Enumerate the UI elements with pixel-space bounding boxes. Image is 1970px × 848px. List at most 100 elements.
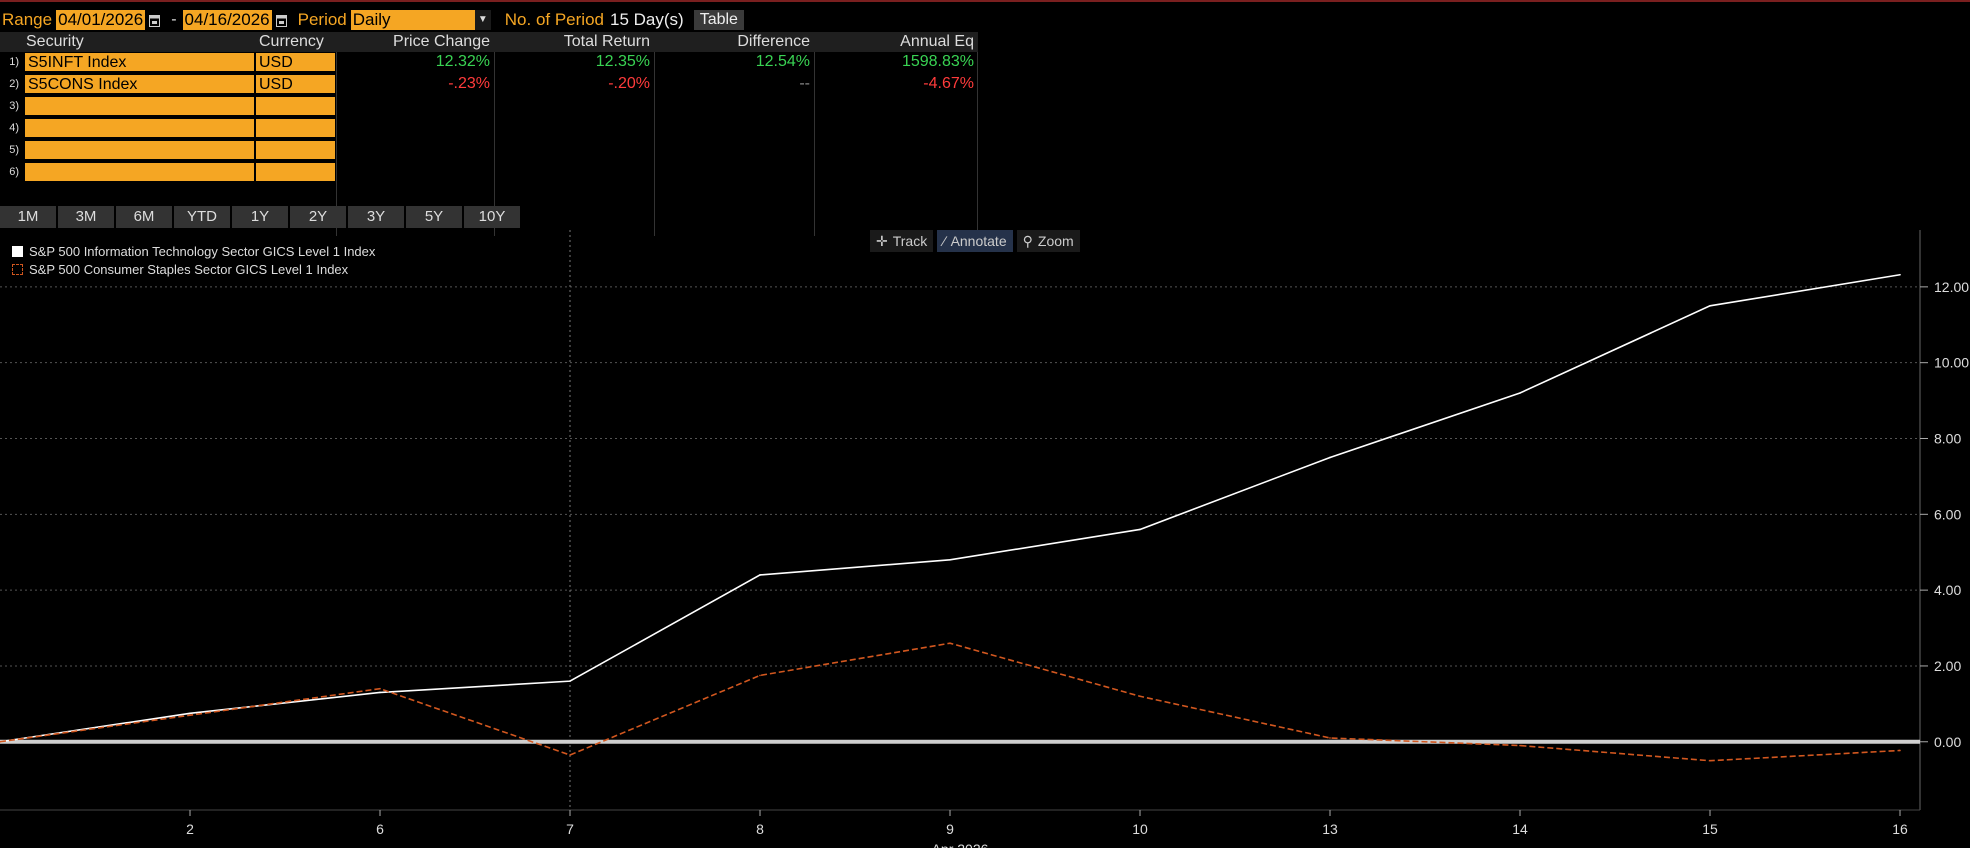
x-axis-label: Apr 2026 <box>932 841 989 848</box>
difference-cell <box>654 162 814 182</box>
price-change-cell <box>336 162 494 182</box>
y-tick-label: 0.00 <box>1934 734 1961 750</box>
column-divider <box>336 52 337 236</box>
currency-cell[interactable] <box>255 96 336 116</box>
total-return-cell: 12.35% <box>595 53 650 70</box>
end-date-field[interactable]: 04/16/2026 <box>182 10 272 30</box>
security-cell[interactable] <box>24 140 255 160</box>
currency-cell[interactable]: USD <box>255 52 336 72</box>
header-currency: Currency <box>255 32 336 52</box>
currency-cell[interactable] <box>255 118 336 138</box>
x-tick-label: 13 <box>1322 821 1338 837</box>
data-point-series-2 <box>1709 759 1711 762</box>
period-button-2y[interactable]: 2Y <box>290 206 346 228</box>
period-button-3m[interactable]: 3M <box>58 206 114 228</box>
period-buttons: 1M 3M 6M YTD 1Y 2Y 3Y 5Y 10Y <box>0 206 520 228</box>
calendar-icon[interactable] <box>149 14 161 27</box>
legend-label: S&P 500 Information Technology Sector GI… <box>29 243 376 259</box>
track-button[interactable]: ✛ Track <box>870 230 934 252</box>
period-button-5y[interactable]: 5Y <box>406 206 462 228</box>
annual-eq-cell: 1598.83% <box>901 53 974 70</box>
start-date-field[interactable]: 04/01/2026 <box>56 10 146 30</box>
security-cell[interactable] <box>24 118 255 138</box>
series-line-1 <box>0 273 1901 743</box>
x-tick-label: 2 <box>186 821 194 837</box>
column-divider <box>654 52 655 236</box>
y-tick-label: 4.00 <box>1934 582 1961 598</box>
row-number: 1) <box>9 56 19 68</box>
difference-cell: 12.54% <box>755 53 810 70</box>
header-annual-eq: Annual Eq <box>814 32 978 52</box>
y-tick-label: 12.00 <box>1934 279 1969 295</box>
calendar-icon[interactable] <box>275 14 287 27</box>
data-point-series-2 <box>379 687 381 690</box>
total-return-cell <box>494 162 654 182</box>
period-label: Period <box>297 10 347 29</box>
y-tick-label: 10.00 <box>1934 355 1969 371</box>
table-button[interactable]: Table <box>693 10 744 30</box>
annotate-button[interactable]: ∕ Annotate <box>937 230 1013 252</box>
period-button-10y[interactable]: 10Y <box>464 206 520 228</box>
x-tick-label: 8 <box>756 821 764 837</box>
period-button-6m[interactable]: 6M <box>116 206 172 228</box>
header-difference: Difference <box>654 32 814 52</box>
x-tick-label: 10 <box>1132 821 1148 837</box>
legend-label: S&P 500 Consumer Staples Sector GICS Lev… <box>29 261 349 277</box>
row-number: 5) <box>9 144 19 156</box>
legend-item-series2[interactable]: S&P 500 Consumer Staples Sector GICS Lev… <box>12 260 375 278</box>
data-point-series-1 <box>1709 305 1711 307</box>
data-point-series-2 <box>569 754 571 756</box>
chart-area: 0.00 2.00 4.00 6.00 8.00 10.00 12.00 2 6 7 8 9 10 13 1… <box>0 230 1970 848</box>
period-select[interactable]: Daily <box>350 10 475 30</box>
period-button-3y[interactable]: 3Y <box>348 206 404 228</box>
currency-cell[interactable] <box>255 162 336 182</box>
security-cell[interactable]: S5CONS Index <box>24 74 255 94</box>
data-point-series-1 <box>379 691 381 694</box>
top-border <box>0 0 1970 2</box>
x-tick-label: 16 <box>1892 821 1908 837</box>
y-tick-label: 6.00 <box>1934 506 1961 522</box>
difference-cell: -- <box>799 75 810 92</box>
x-tick-label: 7 <box>566 821 574 837</box>
total-return-cell: -.20% <box>608 75 650 92</box>
total-return-cell <box>494 118 654 138</box>
chart-legend: S&P 500 Information Technology Sector GI… <box>12 242 375 278</box>
num-period-label: No. of Period <box>504 10 604 29</box>
data-point-series-2 <box>759 674 761 677</box>
range-bar: Range 04/01/2026 - 04/16/2026 Period Dai… <box>0 8 1970 32</box>
period-button-1y[interactable]: 1Y <box>232 206 288 228</box>
period-button-ytd[interactable]: YTD <box>174 206 230 228</box>
price-change-cell <box>336 140 494 160</box>
annual-eq-cell <box>814 96 978 116</box>
price-change-cell: -.23% <box>448 75 490 92</box>
row-number: 6) <box>9 166 19 178</box>
data-point-series-1 <box>1899 273 1901 276</box>
security-cell[interactable] <box>24 96 255 116</box>
period-button-1m[interactable]: 1M <box>0 206 56 228</box>
data-point-series-2 <box>1329 737 1331 739</box>
x-tick-label: 6 <box>376 821 384 837</box>
data-point-series-1 <box>949 559 951 561</box>
data-point-series-2 <box>1519 744 1521 747</box>
total-return-cell <box>494 140 654 160</box>
currency-cell[interactable]: USD <box>255 74 336 94</box>
data-point-series-2 <box>1139 695 1141 698</box>
x-tick-label: 14 <box>1512 821 1528 837</box>
chevron-down-icon[interactable]: ▼ <box>474 10 491 30</box>
data-point-series-2 <box>1899 749 1901 752</box>
data-point-series-2 <box>0 740 1 743</box>
header-price-change: Price Change <box>336 32 494 52</box>
difference-cell <box>654 96 814 116</box>
crosshair-icon: ✛ <box>876 233 888 249</box>
currency-cell[interactable] <box>255 140 336 160</box>
annual-eq-cell <box>814 118 978 138</box>
data-point-series-1 <box>1139 528 1141 531</box>
column-divider <box>494 52 495 236</box>
security-cell[interactable] <box>24 162 255 182</box>
securities-table: Security Currency Price Change Total Ret… <box>0 32 978 236</box>
data-point-series-1 <box>189 712 191 715</box>
security-cell[interactable]: S5INFT Index <box>24 52 255 72</box>
legend-item-series1[interactable]: S&P 500 Information Technology Sector GI… <box>12 242 375 260</box>
zoom-button[interactable]: ⚲ Zoom <box>1016 230 1080 252</box>
magnifier-icon: ⚲ <box>1022 233 1033 249</box>
